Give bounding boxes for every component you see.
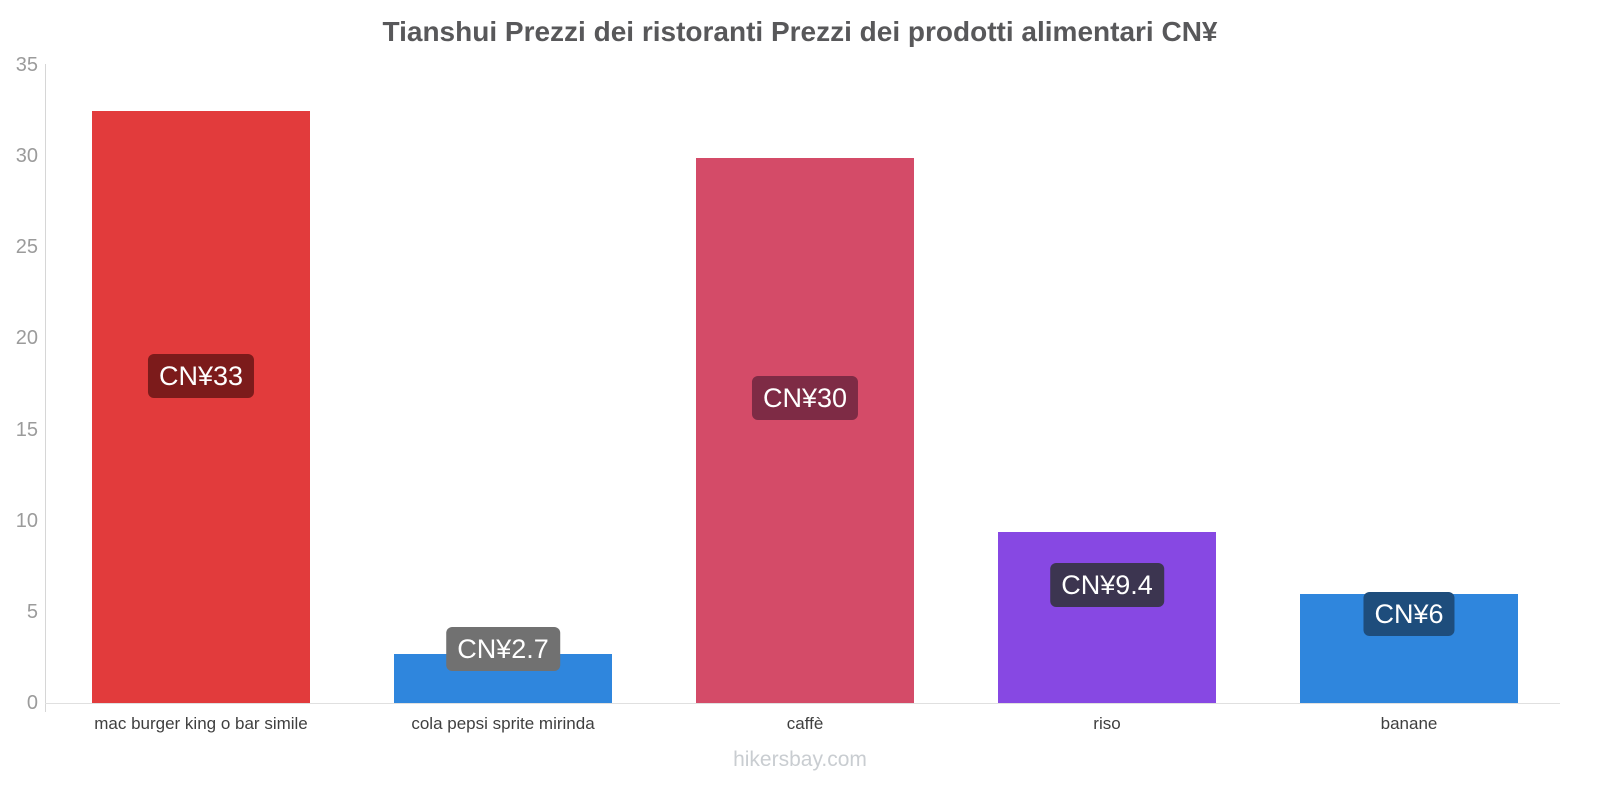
bar-1: CN¥2.7 bbox=[394, 627, 612, 703]
y-tick-25: 25 bbox=[15, 236, 38, 259]
y-tick-0: 0 bbox=[26, 692, 38, 714]
bar-value-label-2: CN¥30 bbox=[751, 376, 859, 420]
y-tick-20: 20 bbox=[15, 327, 38, 350]
y-axis-line bbox=[45, 64, 46, 712]
x-axis-line bbox=[45, 703, 1560, 704]
bar-value-label-3: CN¥9.4 bbox=[1050, 563, 1164, 607]
bar-2: CN¥30 bbox=[696, 158, 914, 703]
x-label-1: cola pepsi sprite mirinda bbox=[411, 714, 595, 733]
bar-4: CN¥6 bbox=[1300, 592, 1518, 703]
bar-value-label-4: CN¥6 bbox=[1363, 592, 1455, 636]
y-tick-10: 10 bbox=[15, 509, 38, 532]
chart-title: Tianshui Prezzi dei ristoranti Prezzi de… bbox=[382, 16, 1218, 47]
y-tick-30: 30 bbox=[15, 145, 38, 168]
bar-value-label-0: CN¥33 bbox=[147, 354, 255, 398]
x-label-0: mac burger king o bar simile bbox=[94, 714, 308, 733]
bar-3: CN¥9.4 bbox=[998, 532, 1216, 703]
y-tick-15: 15 bbox=[15, 418, 38, 441]
bar-0: CN¥33 bbox=[92, 111, 310, 703]
y-tick-5: 5 bbox=[26, 600, 38, 623]
x-label-3: riso bbox=[1093, 714, 1121, 733]
x-label-4: banane bbox=[1380, 714, 1438, 733]
watermark-hikersbay: hikersbay.com bbox=[733, 748, 867, 771]
bar-value-label-1: CN¥2.7 bbox=[446, 627, 560, 671]
x-label-2: caffè bbox=[786, 714, 824, 733]
y-tick-35: 35 bbox=[15, 54, 38, 76]
